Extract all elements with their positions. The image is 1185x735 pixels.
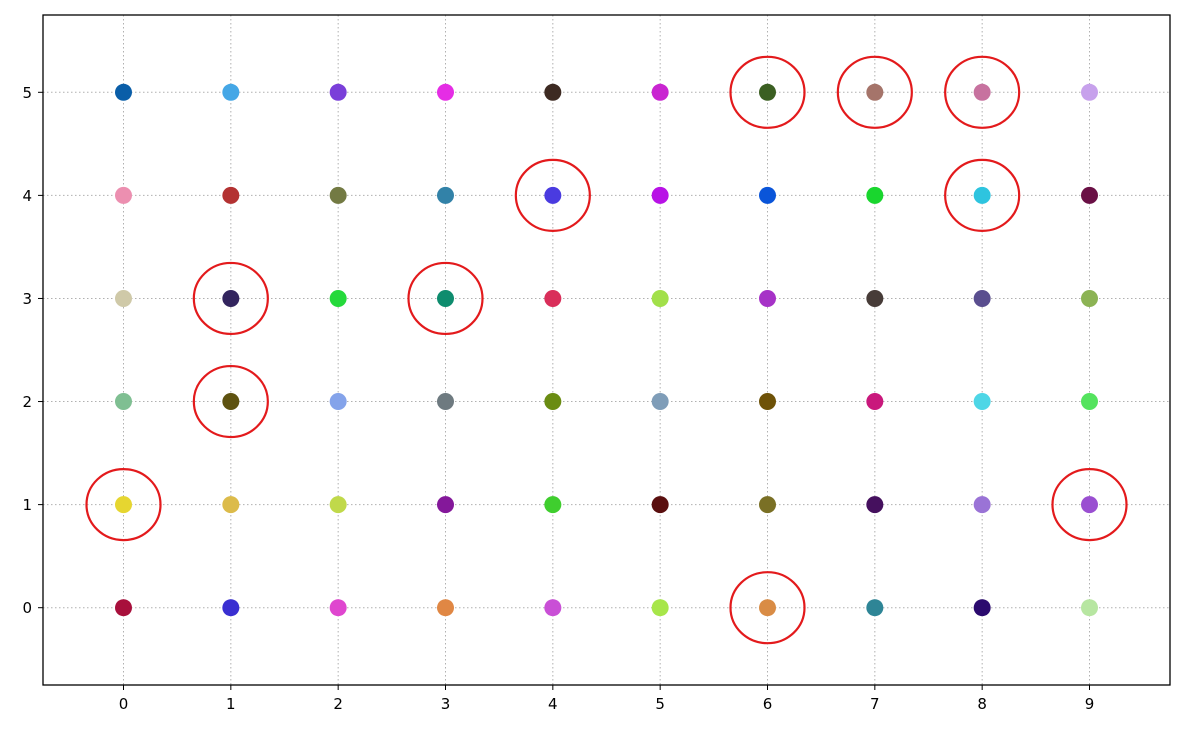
- y-tick-label: 5: [22, 84, 32, 102]
- x-tick-label: 4: [548, 695, 558, 713]
- y-tick-label: 3: [22, 290, 32, 308]
- data-point: [759, 83, 776, 101]
- y-tick-label: 4: [22, 187, 32, 205]
- data-point: [973, 83, 991, 101]
- data-point: [1081, 393, 1098, 411]
- highlight-circle: [85, 468, 162, 542]
- data-point: [329, 393, 347, 411]
- data-point: [544, 83, 562, 101]
- data-point: [437, 289, 454, 307]
- data-point: [1081, 496, 1098, 514]
- data-point: [544, 599, 562, 617]
- data-point: [759, 393, 776, 411]
- data-point: [1081, 83, 1098, 101]
- data-point: [544, 496, 562, 514]
- data-point: [437, 393, 454, 411]
- x-tick-label: 0: [119, 695, 129, 713]
- highlight-circle: [192, 261, 269, 336]
- data-points: [115, 83, 1098, 617]
- x-tick-label: 3: [441, 695, 451, 713]
- data-point: [866, 289, 884, 307]
- plot-frame: [42, 14, 1171, 686]
- data-point: [544, 393, 562, 411]
- data-point: [437, 496, 454, 514]
- data-point: [1081, 599, 1098, 617]
- data-point: [866, 496, 884, 514]
- x-tick-label: 7: [870, 695, 880, 713]
- data-point: [651, 83, 669, 101]
- data-point: [759, 186, 776, 204]
- data-point: [222, 599, 240, 617]
- data-point: [759, 289, 776, 307]
- x-axis-ticks: 0 1 2 3 4 5 6 7 8 9: [119, 685, 1095, 713]
- data-point: [115, 496, 132, 514]
- data-point: [115, 289, 132, 307]
- highlight-circle: [729, 55, 806, 129]
- highlight-circles: [85, 55, 1128, 645]
- highlight-circle: [944, 158, 1021, 232]
- data-point: [115, 599, 132, 617]
- data-point: [973, 599, 991, 617]
- data-point: [973, 393, 991, 411]
- highlight-circle: [407, 261, 484, 336]
- x-tick-label: 9: [1085, 695, 1095, 713]
- data-point: [329, 186, 347, 204]
- x-tick-label: 1: [226, 695, 236, 713]
- x-tick-label: 5: [655, 695, 665, 713]
- data-point: [651, 393, 669, 411]
- data-point: [866, 186, 884, 204]
- x-tick-label: 8: [977, 695, 987, 713]
- y-tick-label: 2: [22, 393, 32, 411]
- data-point: [222, 289, 240, 307]
- data-point: [222, 186, 240, 204]
- data-point: [437, 186, 454, 204]
- data-point: [1081, 186, 1098, 204]
- x-tick-label: 2: [333, 695, 343, 713]
- data-point: [222, 393, 240, 411]
- data-point: [115, 83, 132, 101]
- data-point: [973, 496, 991, 514]
- data-point: [544, 186, 562, 204]
- data-point: [329, 496, 347, 514]
- data-point: [222, 496, 240, 514]
- data-point: [973, 186, 991, 204]
- data-point: [222, 83, 240, 101]
- data-point: [115, 186, 132, 204]
- data-point: [651, 186, 669, 204]
- data-point: [759, 599, 776, 617]
- data-point: [651, 289, 669, 307]
- data-point: [866, 393, 884, 411]
- grid-lines: [43, 15, 1170, 685]
- data-point: [437, 599, 454, 617]
- highlight-circle: [836, 55, 913, 129]
- data-point: [329, 83, 347, 101]
- data-point: [329, 289, 347, 307]
- highlight-circle: [729, 571, 806, 645]
- data-point: [1081, 289, 1098, 307]
- y-tick-label: 0: [22, 599, 32, 617]
- data-point: [115, 393, 132, 411]
- data-point: [544, 289, 562, 307]
- highlight-circle: [944, 55, 1021, 129]
- data-point: [329, 599, 347, 617]
- data-point: [866, 599, 884, 617]
- x-tick-label: 6: [763, 695, 773, 713]
- data-point: [651, 599, 669, 617]
- highlight-circle: [514, 158, 591, 232]
- data-point: [651, 496, 669, 514]
- highlight-circle: [192, 364, 269, 439]
- highlight-circle: [1051, 468, 1128, 542]
- data-point: [866, 83, 884, 101]
- y-axis-ticks: 0 1 2 3 4 5: [22, 84, 43, 617]
- data-point: [759, 496, 776, 514]
- data-point: [437, 83, 454, 101]
- data-point: [973, 289, 991, 307]
- y-tick-label: 1: [22, 496, 32, 514]
